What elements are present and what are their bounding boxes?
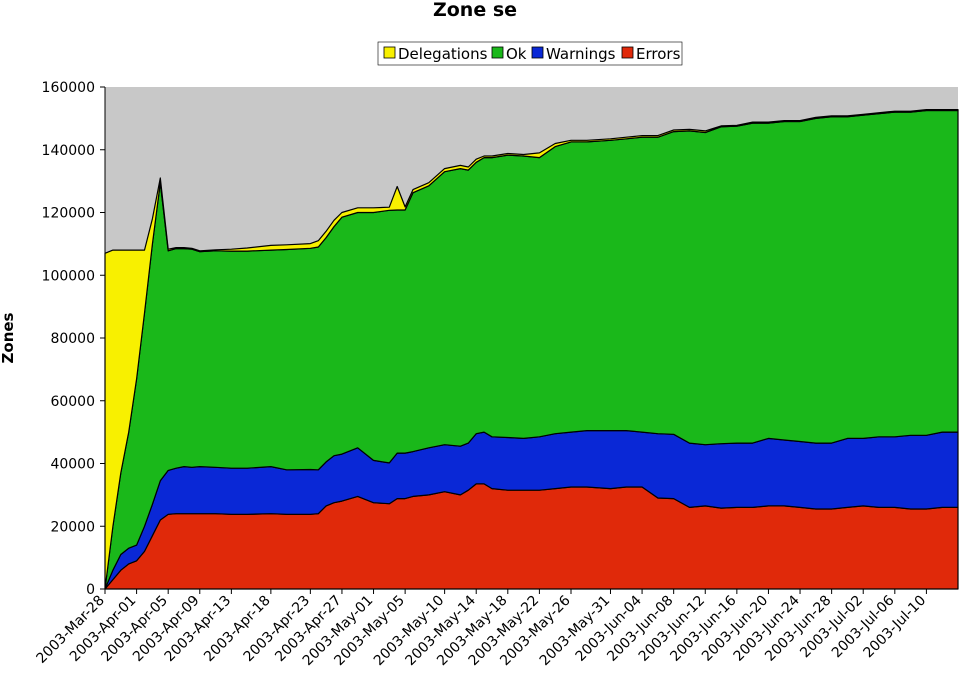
y-tick-label: 80000: [50, 331, 95, 347]
x-axis: 2003-Mar-282003-Apr-012003-Apr-052003-Ap…: [34, 588, 958, 669]
legend-swatch-errors: [621, 46, 634, 59]
legend-swatch-warnings: [531, 46, 544, 59]
y-tick-label: 100000: [42, 268, 95, 284]
y-axis: 0 20000 40000 60000 80000 100000 120000 140000 1…: [42, 80, 106, 598]
y-tick-label: 60000: [50, 394, 95, 410]
y-axis-label: Zones: [0, 312, 17, 363]
legend: Delegations Ok Warnings Errors: [377, 41, 683, 66]
legend-label-warnings: Warnings: [546, 45, 616, 63]
y-tick-label: 0: [86, 582, 95, 598]
chart-title: Zone se: [433, 0, 517, 21]
legend-label-errors: Errors: [636, 45, 681, 63]
legend-swatch-ok: [491, 46, 504, 59]
y-tick-label: 20000: [50, 519, 95, 535]
y-tick-label: 40000: [50, 457, 95, 473]
y-tick-label: 140000: [42, 143, 95, 159]
y-tick-label: 120000: [42, 206, 95, 222]
legend-box: [377, 41, 683, 66]
legend-label-delegations: Delegations: [398, 45, 488, 63]
legend-swatch-delegations: [383, 46, 396, 59]
y-tick-label: 160000: [42, 80, 95, 96]
legend-label-ok: Ok: [506, 45, 527, 63]
area-series-delegations: [104, 109, 959, 590]
area-series-group: [104, 109, 959, 590]
